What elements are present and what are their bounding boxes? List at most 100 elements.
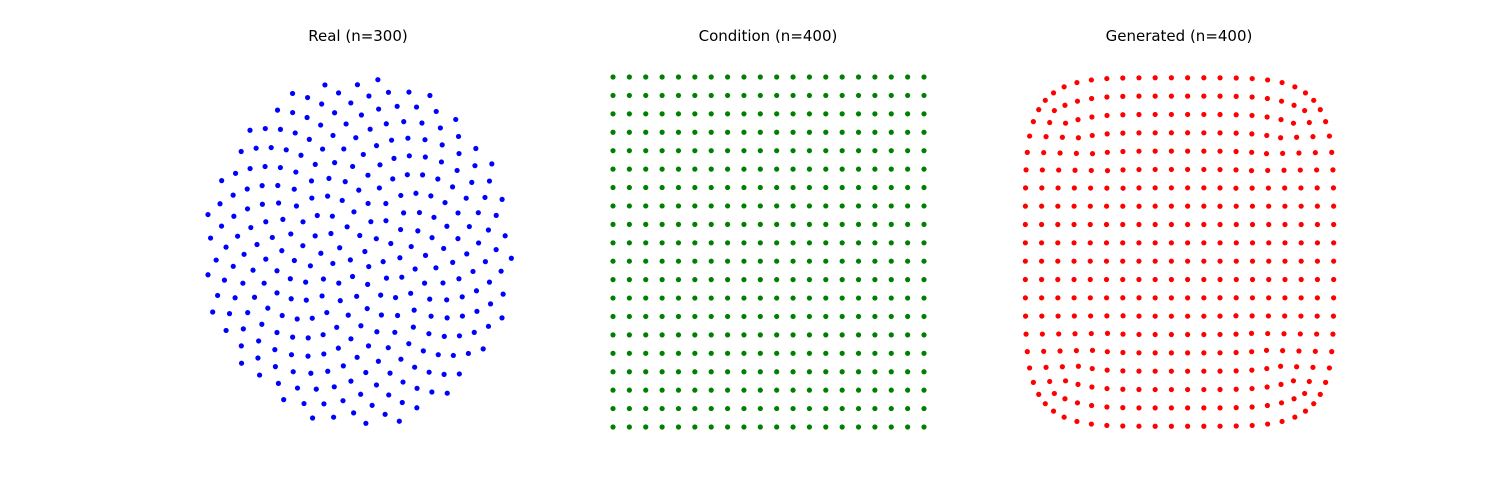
generated-point — [1074, 98, 1081, 104]
generated-point — [1185, 405, 1191, 411]
generated-point — [1265, 167, 1271, 174]
real-point — [331, 414, 337, 420]
condition-point — [626, 148, 632, 154]
real-point — [279, 248, 285, 254]
generated-point — [1314, 313, 1320, 319]
condition-point — [806, 129, 813, 135]
generated-point — [1264, 132, 1270, 139]
condition-point — [692, 277, 698, 283]
generated-point — [1168, 221, 1174, 228]
condition-point — [806, 258, 813, 264]
generated-point — [1039, 295, 1045, 301]
condition-point — [839, 369, 845, 375]
condition-point — [675, 240, 682, 246]
condition-point — [790, 350, 796, 356]
condition-point — [806, 74, 813, 80]
generated-point — [1233, 331, 1239, 337]
generated-point — [1249, 221, 1256, 228]
real-point — [413, 190, 419, 196]
condition-point — [643, 184, 649, 191]
real-point — [383, 218, 389, 224]
generated-point — [1290, 120, 1297, 126]
real-point — [356, 187, 362, 193]
real-point — [435, 352, 441, 358]
real-point — [480, 346, 486, 352]
real-point — [431, 214, 437, 220]
condition-point — [839, 313, 845, 320]
generated-point — [1266, 240, 1272, 246]
generated-point — [1088, 330, 1094, 337]
real-point — [419, 172, 426, 178]
generated-point — [1103, 258, 1110, 264]
condition-point — [839, 332, 845, 338]
generated-point — [1311, 401, 1317, 407]
real-point — [347, 257, 353, 263]
condition-point — [675, 350, 682, 356]
real-point — [453, 116, 459, 123]
generated-point — [1152, 185, 1158, 191]
condition-point — [905, 166, 911, 172]
real-point — [463, 195, 469, 201]
condition-point — [610, 350, 616, 356]
generated-point — [1201, 130, 1207, 136]
generated-point — [1023, 167, 1029, 173]
generated-point — [1282, 240, 1288, 246]
generated-point — [1282, 276, 1288, 283]
generated-point — [1201, 185, 1207, 191]
condition-point — [790, 166, 796, 172]
generated-point — [1055, 203, 1061, 209]
real-point — [288, 352, 295, 358]
generated-point — [1233, 167, 1239, 173]
condition-point — [708, 277, 714, 283]
generated-point — [1071, 313, 1077, 319]
generated-point — [1314, 221, 1321, 228]
generated-point — [1039, 313, 1045, 319]
generated-point — [1103, 221, 1110, 228]
generated-point — [1055, 185, 1061, 191]
real-point — [354, 293, 360, 299]
condition-point — [774, 387, 780, 393]
condition-point — [692, 203, 698, 209]
real-point — [256, 372, 263, 378]
generated-point — [1233, 386, 1239, 392]
generated-point — [1047, 378, 1053, 385]
generated-point — [1278, 363, 1284, 369]
real-point — [499, 196, 505, 202]
condition-point — [643, 258, 649, 264]
generated-point — [1233, 203, 1239, 209]
generated-point — [1217, 148, 1223, 154]
generated-point — [1249, 422, 1255, 429]
real-point — [289, 90, 296, 97]
condition-point — [806, 148, 813, 154]
generated-point — [1233, 349, 1239, 356]
condition-point — [790, 424, 796, 430]
condition-points — [610, 74, 927, 430]
condition-point — [741, 405, 747, 412]
condition-point — [774, 369, 780, 375]
real-point — [502, 233, 508, 239]
condition-point — [806, 240, 813, 246]
condition-point — [855, 184, 862, 191]
generated-point — [1266, 221, 1272, 228]
condition-point — [724, 166, 731, 172]
real-point — [508, 255, 514, 261]
real-point — [411, 307, 417, 313]
real-point — [375, 358, 381, 364]
condition-point — [806, 184, 813, 191]
generated-point — [1330, 331, 1336, 337]
condition-point — [626, 424, 632, 430]
generated-point — [1249, 385, 1255, 392]
real-point — [301, 400, 307, 407]
condition-point — [790, 387, 796, 393]
generated-point — [1263, 151, 1270, 157]
generated-point — [1249, 149, 1255, 155]
generated-point — [1265, 421, 1271, 427]
generated-point — [1062, 120, 1069, 126]
real-points — [205, 77, 514, 426]
condition-point — [790, 295, 796, 301]
condition-point — [643, 295, 649, 301]
generated-point — [1022, 258, 1028, 264]
condition-point — [643, 405, 649, 412]
real-point — [450, 352, 456, 359]
condition-point — [675, 92, 682, 99]
